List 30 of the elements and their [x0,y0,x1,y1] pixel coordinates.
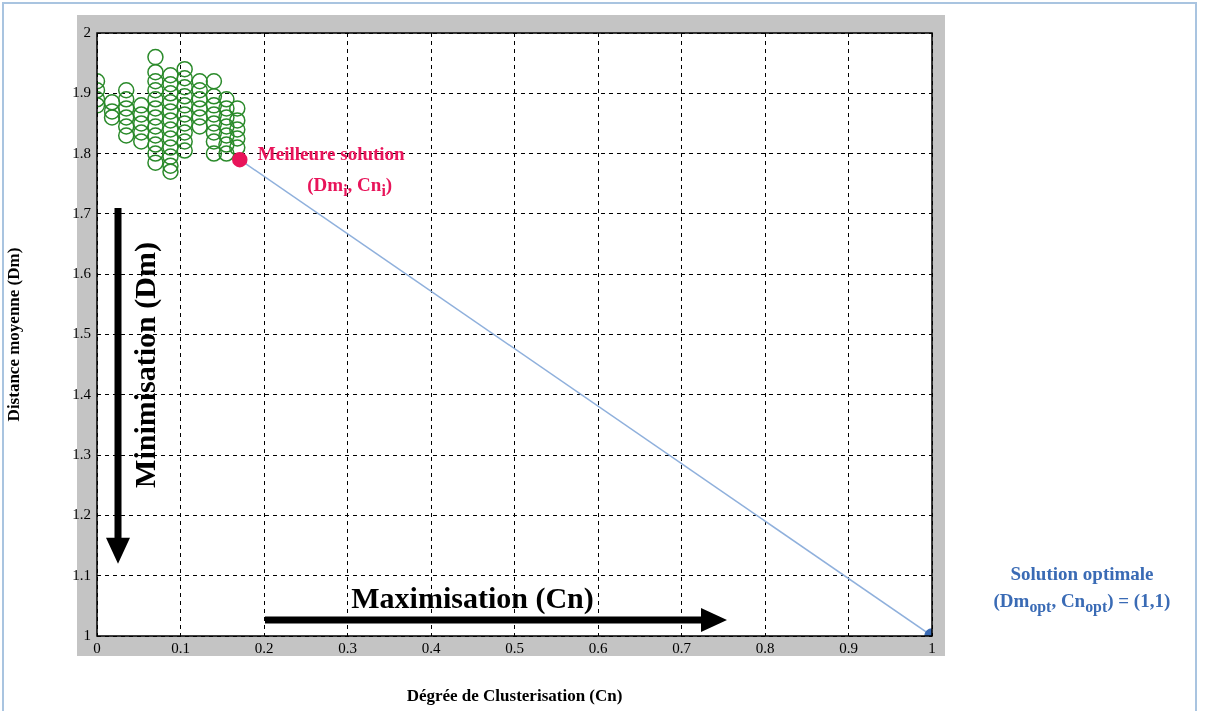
annotation: Minimisation (Dm) [127,241,162,488]
y-tick-label: 1.3 [72,446,91,463]
x-tick-label: 0.9 [839,639,858,656]
y-tick-label: 1.9 [72,84,91,101]
annotation: Meilleure solution [257,142,405,165]
x-tick-label: 0.7 [672,639,692,656]
y-tick-label: 1.6 [72,265,92,282]
y-tick-label: 1.1 [72,566,91,583]
x-tick-label: 0.6 [588,639,608,656]
x-tick-label: 0.3 [338,639,357,656]
text: (Dm$_{opt}$, Cn$_{opt}$) = (1,1) [993,590,1171,616]
y-tick-label: 2 [83,23,91,40]
y-tick-label: 1.2 [72,506,91,523]
annotation: Maximisation (Cn) [351,581,594,615]
x-tick-label: 1 [928,639,936,656]
x-tick-label: 0.5 [505,639,524,656]
y-tick-label: 1 [83,626,91,643]
text: Solution optimale [1010,563,1154,585]
y-axis-title: Distance moyenne (Dm) [3,247,23,422]
y-tick-label: 1.8 [72,144,91,161]
x-tick-label: 0 [93,639,101,656]
y-tick-label: 1.4 [72,385,92,402]
x-tick-label: 0.4 [421,639,441,656]
annotation: (Dm$_{i}$, Cn$_{i}$) [307,173,393,200]
y-tick-label: 1.5 [72,325,91,342]
x-axis-title: Dégrée de Clusterisation (Cn) [406,686,623,706]
x-tick-label: 0.1 [171,639,190,656]
x-tick-label: 0.8 [755,639,775,656]
y-tick-label: 1.7 [72,204,92,221]
x-tick-label: 0.2 [254,639,274,656]
